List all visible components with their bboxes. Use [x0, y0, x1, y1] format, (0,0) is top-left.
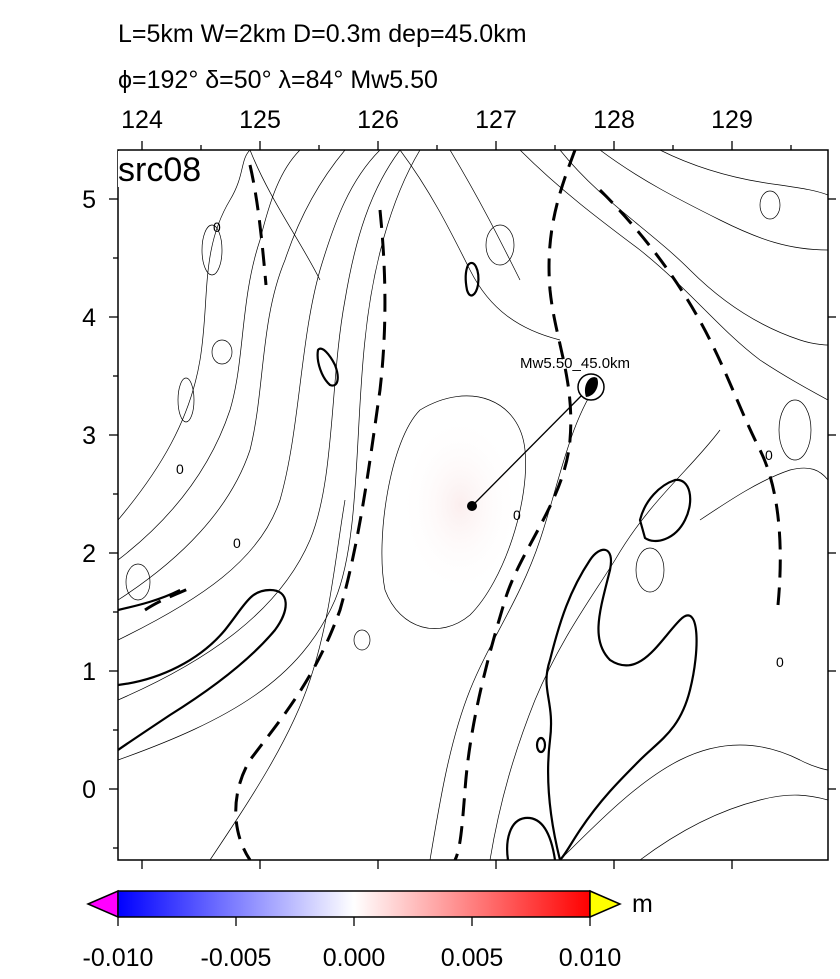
contour-thin [449, 150, 521, 281]
colorbar-tick-label: -0.010 [83, 944, 154, 972]
y-tick-label: 1 [82, 658, 96, 686]
contour-thick [545, 548, 698, 860]
contour-dashed [248, 164, 268, 286]
x-tick-label: 124 [121, 106, 163, 134]
colorbar-tick-label: 0.005 [441, 944, 504, 972]
colorbar-tick-label: -0.005 [201, 944, 272, 972]
title-line-2: ϕ=192° δ=50° λ=84° Mw5.50 [118, 66, 438, 94]
y-tick-label: 4 [82, 304, 96, 332]
x-tick-label: 127 [475, 106, 517, 134]
panel-label: src08 [118, 151, 201, 189]
contour-label-zero: 0 [233, 535, 241, 551]
contour-dashed [144, 586, 191, 612]
contour-thin [778, 399, 812, 461]
contour-thin [399, 150, 561, 341]
contour-label-zero: 0 [176, 461, 184, 477]
contour-thin [635, 547, 665, 593]
contour-thin [118, 150, 301, 561]
source-label: Mw5.50_45.0km [520, 355, 630, 372]
contour-dashed [453, 150, 577, 860]
contour-thin [118, 150, 251, 521]
contour-thick [638, 478, 692, 543]
x-tick-label: 126 [357, 106, 399, 134]
contour-thin [559, 744, 828, 860]
colorbar-tick-label: 0.010 [559, 944, 622, 972]
contour-thick [118, 588, 287, 751]
y-tick-label: 2 [82, 540, 96, 568]
contour-thin [211, 339, 233, 365]
fault-trace-line [471, 387, 590, 507]
contour-thin [429, 379, 601, 860]
focal-mechanism-beachball [577, 373, 605, 401]
contour-thin [659, 150, 828, 196]
contour-thin [125, 563, 151, 601]
x-tick-label: 125 [239, 106, 281, 134]
contour-thin [485, 224, 515, 266]
contour-label-zero: 0 [213, 219, 221, 235]
contour-thick [535, 736, 547, 754]
contour-thick [118, 589, 181, 612]
contour-thin [599, 150, 828, 251]
colorbar-gradient [117, 890, 591, 918]
contour-thin [118, 150, 381, 641]
contour-thin [201, 224, 223, 276]
contour-label-zero: 0 [776, 654, 784, 670]
fault-center-dot [467, 501, 477, 511]
colorbar-over-triangle [589, 889, 622, 919]
colorbar-tick-label: 0.000 [323, 944, 386, 972]
contour-thin [519, 150, 828, 401]
deformation-patch [400, 415, 520, 595]
colorbar: -0.010 -0.005 0.000 0.005 0.010 m [83, 889, 653, 972]
colorbar-unit: m [632, 890, 653, 918]
contour-thin [209, 499, 346, 860]
contour-thin [177, 377, 195, 423]
contour-thick [316, 347, 339, 387]
contour-thick [506, 816, 557, 860]
contour-thin [759, 190, 781, 220]
contour-thin [353, 629, 371, 651]
y-tick-label: 3 [82, 422, 96, 450]
contour-dashed [234, 209, 387, 860]
contour-dashed [598, 188, 782, 606]
contour-layer: 0 0 0 0 0 0 Mw5.50_45.0km [118, 150, 828, 860]
colorbar-under-triangle [86, 889, 119, 919]
contour-thin [489, 429, 721, 860]
contour-thin [381, 395, 526, 629]
contour-thin [699, 467, 828, 521]
contour-label-zero: 0 [513, 507, 521, 523]
x-tick-label: 129 [711, 106, 753, 134]
y-tick-label: 5 [82, 186, 96, 214]
title-line-1: L=5km W=2km D=0.3m dep=45.0km [118, 20, 527, 48]
contour-thick [464, 261, 480, 297]
contour-label-zero: 0 [765, 447, 773, 463]
contour-thin [639, 794, 828, 860]
contour-thin [118, 150, 401, 701]
contour-thin [249, 150, 321, 281]
y-tick-label: 0 [82, 776, 96, 804]
contour-thin [118, 150, 346, 601]
x-tick-label: 128 [593, 106, 635, 134]
